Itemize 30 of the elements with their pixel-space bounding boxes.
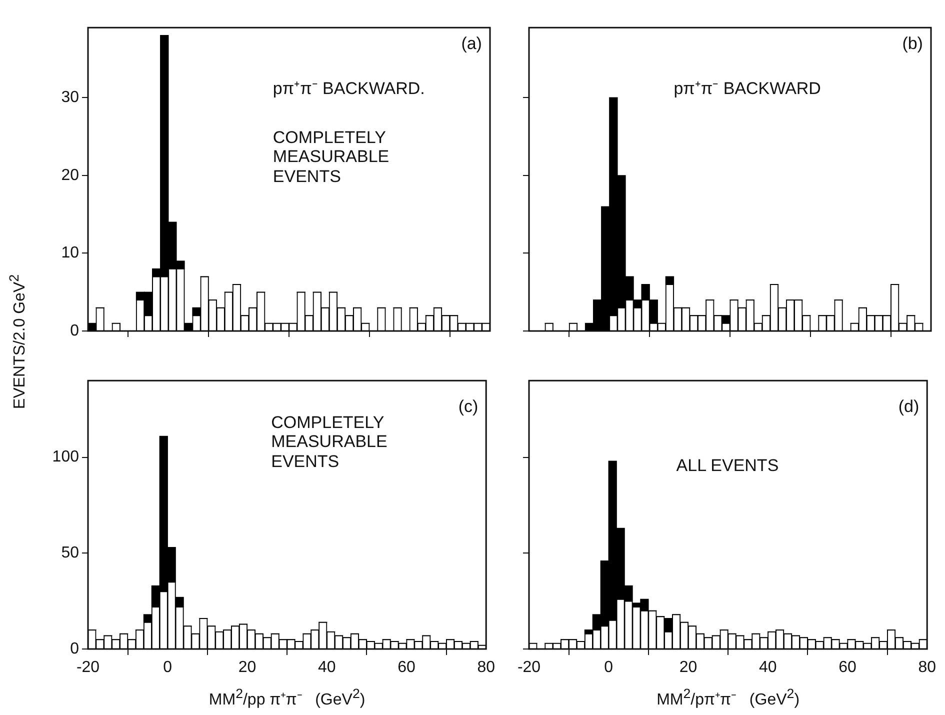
annotation: (a)	[461, 34, 482, 54]
annotation: ALL EVENTS	[676, 456, 779, 476]
x-tick-label: 0	[163, 659, 172, 676]
annotation: pπ⁺π⁻ BACKWARD	[674, 79, 821, 99]
annotation: COMPLETELY MEASURABLE EVENTS	[271, 412, 388, 472]
y-tick-label: 30	[61, 89, 80, 106]
annotation: (c)	[458, 396, 478, 416]
annotation: COMPLETELY MEASURABLE EVENTS	[272, 128, 390, 186]
x-tick-label: 40	[758, 659, 777, 676]
y-tick-label: 20	[61, 166, 80, 184]
x-axis-title: MM$^{2}$/pπ⁺π⁻ (GeV$^{2}$)	[656, 686, 801, 710]
x-axis-title: MM$^{2}$/pp π⁺π⁻ (GeV$^{2}$)	[208, 686, 366, 710]
x-tick-label: 80	[918, 659, 936, 676]
x-tick-label: 60	[838, 659, 856, 676]
x-tick-label: 20	[238, 659, 256, 676]
x-tick-label: -20	[76, 659, 100, 676]
x-tick-label: 40	[318, 659, 336, 676]
x-tick-label: 80	[477, 659, 496, 676]
annotation: (b)	[902, 34, 923, 54]
y-tick-label: 50	[61, 544, 80, 562]
y-tick-label: 100	[52, 448, 80, 466]
x-tick-label: -20	[517, 659, 541, 676]
x-tick-label: 0	[604, 659, 614, 676]
y-tick-label: 0	[70, 322, 80, 340]
x-tick-label: 60	[398, 659, 416, 676]
annotation: (d)	[898, 396, 920, 416]
x-tick-label: 20	[679, 659, 698, 676]
annotation: pπ⁺π⁻ BACKWARD.	[272, 79, 425, 99]
y-tick-label: 0	[70, 640, 80, 658]
y-tick-label: 10	[61, 244, 80, 262]
